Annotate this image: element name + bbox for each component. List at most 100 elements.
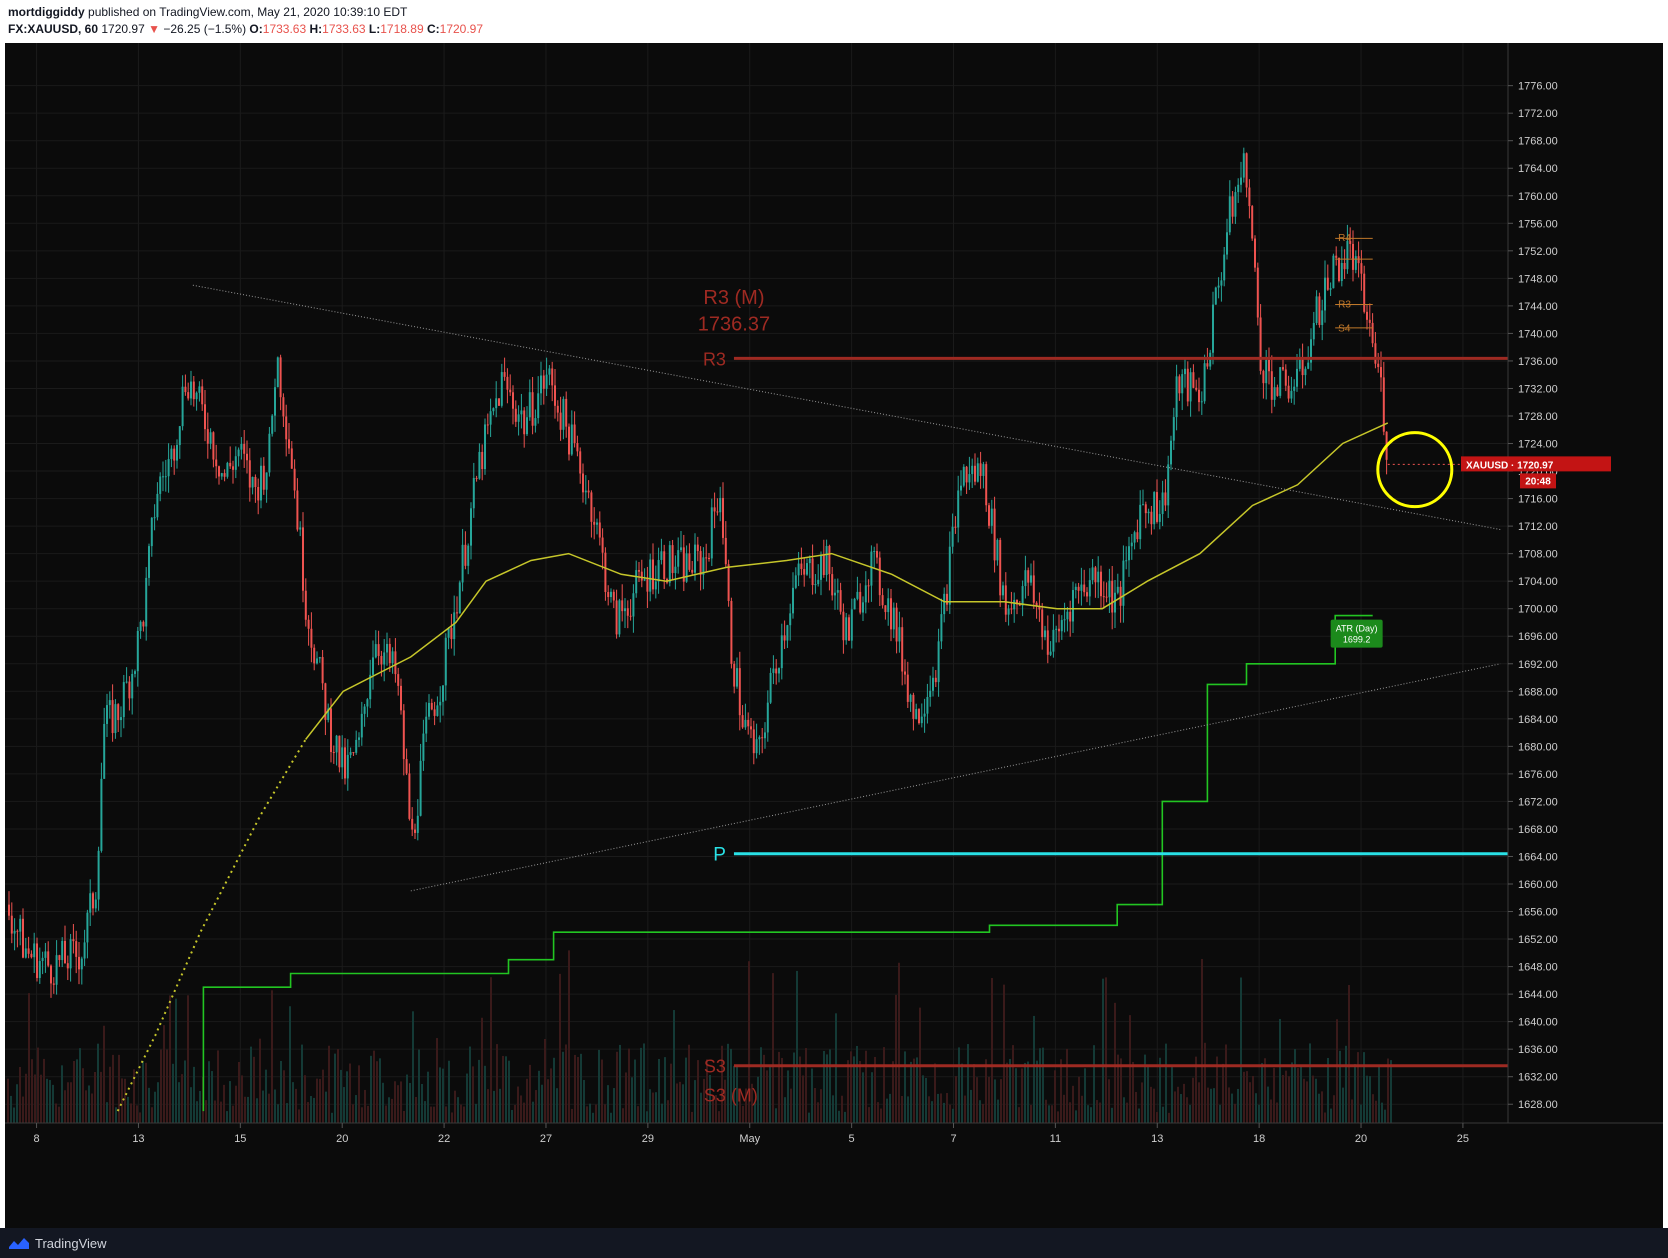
- candle-body: [1366, 311, 1368, 320]
- x-tick-label: 20: [336, 1133, 348, 1145]
- y-tick-label: 1692.00: [1518, 659, 1558, 671]
- x-tick-label: 11: [1050, 1133, 1061, 1145]
- candle-body: [898, 627, 901, 642]
- volume-bar: [475, 1103, 477, 1123]
- chart-background: [5, 43, 1663, 1228]
- volume-bar: [1213, 1088, 1215, 1123]
- volume-bar: [874, 1056, 876, 1123]
- candle-body: [1254, 238, 1256, 268]
- volume-bar: [148, 1087, 150, 1123]
- candle-body: [568, 426, 570, 455]
- countdown-box: [1520, 473, 1556, 489]
- volume-bar: [1234, 1103, 1236, 1123]
- volume-bar: [70, 1082, 72, 1123]
- candle-body: [1256, 267, 1259, 318]
- candle-body: [940, 614, 943, 642]
- candle-body: [1206, 363, 1209, 367]
- candle-body: [1175, 376, 1178, 418]
- volume-bar: [766, 1070, 768, 1123]
- volume-bar: [52, 1084, 54, 1123]
- candle-body: [988, 505, 990, 526]
- volume-bar: [805, 1048, 807, 1123]
- volume-bar: [1369, 1076, 1371, 1123]
- candle-body: [1217, 285, 1220, 288]
- volume-bar: [904, 1051, 906, 1123]
- candle-body: [1027, 570, 1030, 583]
- candle-body: [456, 612, 458, 614]
- candle-body: [783, 635, 786, 641]
- candle-body: [794, 575, 797, 588]
- volume-bar: [700, 1092, 702, 1123]
- candle-body: [366, 699, 369, 707]
- candle-body: [1279, 367, 1282, 396]
- candle-body: [1315, 296, 1318, 323]
- candle-body: [587, 490, 590, 493]
- candle-body: [1153, 492, 1156, 525]
- last-price: 1720.97: [101, 22, 145, 36]
- chart-area[interactable]: R3 P S3 R3 (M) 1736.37 S3 (M) R4 R3 S4 ATR (Day) 1…: [5, 43, 1663, 1228]
- volume-bar: [1249, 1082, 1251, 1123]
- candle-body: [271, 415, 274, 434]
- candle-body: [1214, 287, 1217, 305]
- price-axis[interactable]: 1776.00 1772.00 1768.00 1764.00 1760.00 1756.…: [1461, 43, 1611, 1123]
- candle-body: [853, 598, 856, 610]
- candle-body: [433, 709, 436, 716]
- volume-bar: [1189, 1104, 1191, 1123]
- volume-bar: [706, 1059, 708, 1123]
- candle-body: [304, 590, 307, 620]
- volume-bar: [352, 1104, 354, 1123]
- atr-label-title: ATR (Day): [1336, 624, 1378, 634]
- candle-body: [302, 527, 304, 591]
- volume-bar: [1180, 1094, 1182, 1123]
- candle-body: [859, 591, 862, 613]
- candle-body: [38, 960, 41, 978]
- candle-body: [503, 372, 506, 377]
- x-tick-label: 7: [950, 1133, 956, 1145]
- author-name[interactable]: mortdiggiddy: [8, 5, 85, 19]
- candle-body: [696, 544, 699, 552]
- volume-bar: [433, 1106, 435, 1123]
- volume-bar: [1318, 1093, 1320, 1123]
- candle-body: [1186, 368, 1189, 402]
- candle-body: [713, 507, 716, 512]
- x-tick-label: 8: [34, 1133, 40, 1145]
- candle-body: [16, 930, 19, 932]
- volume-bar: [553, 1057, 555, 1123]
- volume-bar: [1231, 1093, 1233, 1123]
- brand-name[interactable]: TradingView: [35, 1236, 107, 1251]
- candle-body: [128, 681, 131, 699]
- x-tick-label: 20: [1355, 1133, 1367, 1145]
- candle-body: [685, 553, 688, 582]
- candle-body: [411, 818, 414, 830]
- candle-body: [349, 752, 352, 755]
- volume-bar: [1288, 1076, 1290, 1123]
- y-tick-label: 1732.00: [1518, 383, 1558, 395]
- volume-bar: [244, 1096, 246, 1123]
- candle-body: [979, 463, 982, 476]
- volume-bar: [220, 1101, 222, 1123]
- candle-body: [279, 357, 282, 398]
- volume-bar: [343, 1087, 345, 1123]
- candle-body: [576, 443, 579, 452]
- candle-body: [1122, 560, 1125, 606]
- tradingview-logo-icon[interactable]: [8, 1236, 30, 1253]
- candle-body: [1203, 363, 1206, 402]
- volume-bar: [577, 1057, 579, 1123]
- volume-bar: [1324, 1112, 1326, 1123]
- volume-bar: [64, 1090, 66, 1123]
- time-axis[interactable]: 8 13 15 20 22 27 29 May 5 7 11 13 18 20 25: [5, 1122, 1663, 1145]
- volume-bar: [85, 1090, 87, 1123]
- volume-bar: [733, 1065, 735, 1123]
- volume-bar: [400, 1081, 402, 1123]
- volume-bar: [376, 1061, 378, 1123]
- volume-bar: [1360, 1104, 1362, 1123]
- candle-body: [593, 521, 596, 525]
- candle-body: [629, 615, 632, 617]
- candle-body: [744, 719, 747, 728]
- y-tick-label: 1648.00: [1518, 962, 1558, 974]
- volume-bar: [1069, 1102, 1071, 1123]
- x-tick-label: 15: [234, 1133, 246, 1145]
- open-value: 1733.63: [262, 22, 307, 36]
- candle-body: [1150, 511, 1153, 525]
